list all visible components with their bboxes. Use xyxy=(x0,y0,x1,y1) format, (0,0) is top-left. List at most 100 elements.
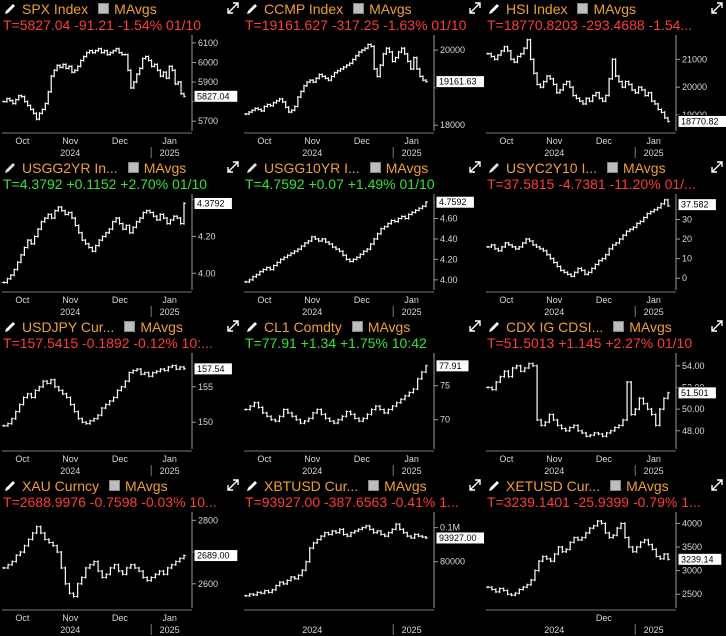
chart-panel[interactable]: CL1 Comdty MAvgs T=77.91 +1.34 +1.75% 10:4… xyxy=(242,318,484,477)
mavgs-checkbox[interactable] xyxy=(353,3,365,14)
study-label[interactable]: MAvgs xyxy=(385,159,429,176)
pencil-icon[interactable] xyxy=(3,161,17,175)
price-chart[interactable]: 6100 6000 5900 5700 5827.04 Oct Nov Dec Jan 2024 2… xyxy=(0,33,242,159)
chart-panel[interactable]: XETUSD Cur... MAvgs T=3239.1401 -25.9399 -… xyxy=(484,477,726,636)
price-bar xyxy=(277,581,282,587)
pencil-icon[interactable] xyxy=(3,479,17,493)
mavgs-checkbox[interactable] xyxy=(369,162,381,173)
price-bar xyxy=(500,245,504,252)
price-chart[interactable]: 155 150 157.54 Oct Nov Dec Jan 2024 2025 xyxy=(0,351,242,477)
ticker-label[interactable]: CL1 Comdty xyxy=(264,318,342,335)
study-label[interactable]: MAvgs xyxy=(629,318,672,335)
price-chart[interactable]: 4000 3500 3000 2500 3239.14 Dec 2024 2025 xyxy=(484,510,726,636)
mavgs-checkbox[interactable] xyxy=(127,162,139,173)
study-label[interactable]: MAvgs xyxy=(593,0,637,17)
price-bar xyxy=(256,107,261,111)
study-label[interactable]: MAvgs xyxy=(626,477,669,494)
pencil-icon[interactable] xyxy=(245,320,259,334)
expand-icon[interactable] xyxy=(468,160,482,174)
chart-panel[interactable]: USGG2YR In... MAvgs T=4.3792 +0.1152 +2.70… xyxy=(0,159,242,318)
pencil-icon[interactable] xyxy=(3,320,17,334)
chart-panel[interactable]: USYC2Y10 I... MAvgs T=37.5815 -4.7381 -11.… xyxy=(484,159,726,318)
chart-panel[interactable]: XBTUSD Cur... MAvgs T=93927.00 -387.6563 -… xyxy=(242,477,484,636)
ticker-label[interactable]: USYC2Y10 I... xyxy=(506,159,598,176)
ticker-label[interactable]: CCMP Index xyxy=(264,0,344,17)
mavgs-checkbox[interactable] xyxy=(98,3,110,14)
mavgs-checkbox[interactable] xyxy=(124,321,136,332)
expand-icon[interactable] xyxy=(468,478,482,492)
price-chart[interactable]: 21000200001900018770.82OctNovDecJan20242… xyxy=(484,33,726,159)
expand-icon[interactable] xyxy=(710,478,724,492)
last-price-label: 4.7592 xyxy=(435,195,475,209)
pencil-icon[interactable] xyxy=(487,2,501,16)
price-bar xyxy=(337,248,342,253)
expand-icon[interactable] xyxy=(226,160,240,174)
pencil-icon[interactable] xyxy=(487,479,501,493)
study-label[interactable]: MAvgs xyxy=(384,477,427,494)
chart-panel[interactable]: SPX Index MAvgs T=5827.04 -91.21 -1.54% 01… xyxy=(0,0,242,159)
price-chart[interactable]: 0.1M 80000 93927.00 2024 2025 xyxy=(242,510,484,636)
ticker-label[interactable]: CDX IG CDSI... xyxy=(506,318,604,335)
study-label[interactable]: MAvgs xyxy=(369,0,412,17)
expand-icon[interactable] xyxy=(226,478,240,492)
price-bar xyxy=(405,531,410,538)
ticker-label[interactable]: XBTUSD Cur... xyxy=(264,477,359,494)
price-chart[interactable]: 54.0052.0050.0048.0051.501OctNovDecJan20… xyxy=(484,351,726,477)
price-bar xyxy=(572,424,576,429)
expand-icon[interactable] xyxy=(468,319,482,333)
price-chart[interactable]: 20000 18000 19161.63 Oct Nov Dec Jan 2024 2025 xyxy=(242,33,484,159)
ticker-label[interactable]: USGG10YR I... xyxy=(264,159,360,176)
ticker-label[interactable]: HSI Index xyxy=(506,0,568,17)
chart-panel[interactable]: HSI Index MAvgs T=18770.8203 -293.4688 -1.… xyxy=(484,0,726,159)
mavgs-checkbox[interactable] xyxy=(610,480,622,491)
expand-icon[interactable] xyxy=(710,1,724,15)
study-label[interactable]: MAvgs xyxy=(140,318,183,335)
price-bar xyxy=(625,380,629,422)
chart-panel[interactable]: CDX IG CDSI... MAvgs T=51.5013 +1.145 +2.2… xyxy=(484,318,726,477)
ticker-label[interactable]: USDJPY Cur... xyxy=(22,318,115,335)
price-chart[interactable]: 4.20 4.00 4.3792 Oct Nov Dec Jan 2024 2025 xyxy=(0,192,242,318)
expand-icon[interactable] xyxy=(710,319,724,333)
chart-panel[interactable]: USDJPY Cur... MAvgs T=157.5415 -0.1892 -0.… xyxy=(0,318,242,477)
price-bar xyxy=(344,410,349,418)
expand-icon[interactable] xyxy=(710,160,724,174)
mavgs-checkbox[interactable] xyxy=(577,3,589,14)
price-bar xyxy=(330,242,335,249)
mavgs-checkbox[interactable] xyxy=(368,480,380,491)
price-chart[interactable]: 2800 2600 2689.00 Oct Nov Dec Jan 2024 2025 xyxy=(0,510,242,636)
ticker-label[interactable]: XAU Curncy xyxy=(22,477,100,494)
price-bar xyxy=(630,545,635,553)
price-chart[interactable]: 4.60 4.40 4.20 4.00 4.7592 Oct Nov Dec Jan 2024 20… xyxy=(242,192,484,318)
price-chart[interactable]: 75 70 77.91 Oct Nov Dec Jan 2024 2025 xyxy=(242,351,484,477)
pencil-icon[interactable] xyxy=(245,2,259,16)
study-label[interactable]: MAvgs xyxy=(125,477,168,494)
pencil-icon[interactable] xyxy=(487,320,501,334)
chart-panel[interactable]: CCMP Index MAvgs T=19161.627 -317.25 -1.63… xyxy=(242,0,484,159)
ticker-label[interactable]: USGG2YR In... xyxy=(22,159,118,176)
pencil-icon[interactable] xyxy=(3,2,17,16)
mavgs-checkbox[interactable] xyxy=(607,162,619,173)
ticker-label[interactable]: XETUSD Cur... xyxy=(506,477,601,494)
study-label[interactable]: MAvgs xyxy=(114,0,157,17)
chart-panel[interactable]: XAU Curncy MAvgs T=2688.9976 -0.7598 -0.03… xyxy=(0,477,242,636)
pencil-icon[interactable] xyxy=(245,161,259,175)
ticker-label[interactable]: SPX Index xyxy=(22,0,89,17)
mavgs-checkbox[interactable] xyxy=(109,480,121,491)
expand-icon[interactable] xyxy=(226,1,240,15)
expand-icon[interactable] xyxy=(468,1,482,15)
chart-panel[interactable]: USGG10YR I... MAvgs T=4.7592 +0.07 +1.49% … xyxy=(242,159,484,318)
pencil-icon[interactable] xyxy=(245,479,259,493)
study-label[interactable]: MAvgs xyxy=(143,159,187,176)
mavgs-checkbox[interactable] xyxy=(351,321,363,332)
year-label: 2024 xyxy=(302,148,322,158)
price-chart[interactable]: 30 20 10 0 37.582 Oct Nov Dec Jan 2024 2025 xyxy=(484,192,726,318)
study-label[interactable]: MAvgs xyxy=(367,318,411,335)
study-label[interactable]: MAvgs xyxy=(623,159,666,176)
panel-header: CL1 Comdty MAvgs xyxy=(242,318,484,335)
price-bar xyxy=(628,228,632,233)
pencil-icon[interactable] xyxy=(487,161,501,175)
price-bar xyxy=(571,86,575,97)
expand-icon[interactable] xyxy=(226,319,240,333)
price-bar xyxy=(365,248,369,253)
mavgs-checkbox[interactable] xyxy=(613,321,625,332)
